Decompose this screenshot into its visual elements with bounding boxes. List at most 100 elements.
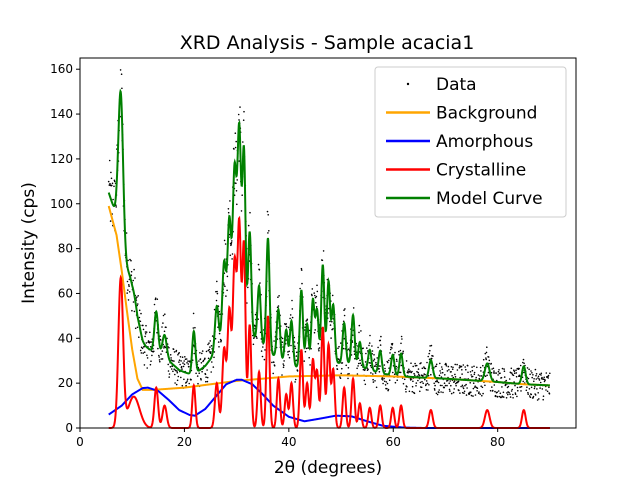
data-point (223, 239, 226, 242)
data-point (290, 344, 292, 347)
data-point (497, 390, 500, 392)
y-tick-label: 0 (65, 421, 73, 435)
data-point (109, 182, 111, 185)
data-point (149, 363, 152, 366)
data-point (209, 346, 211, 348)
data-point (518, 375, 521, 378)
data-point (499, 392, 502, 395)
data-point (395, 358, 398, 361)
data-point (371, 350, 374, 352)
x-axis-ticks: 0 20 40 60 80 (76, 428, 505, 449)
data-point (188, 365, 190, 368)
data-point (182, 362, 184, 364)
data-point (461, 369, 463, 371)
data-point (473, 373, 476, 376)
data-point (542, 398, 544, 401)
data-point (537, 375, 540, 378)
data-point (126, 292, 128, 294)
data-point (466, 387, 468, 389)
data-point (343, 314, 346, 317)
data-point (115, 206, 117, 208)
y-tick-label: 140 (50, 107, 73, 121)
legend-box (374, 66, 567, 218)
data-point (170, 357, 172, 359)
data-point (369, 334, 371, 337)
data-point (216, 292, 219, 295)
data-point (482, 392, 484, 395)
data-point (428, 352, 431, 355)
data-point (311, 288, 314, 290)
data-point (321, 259, 324, 262)
data-point (442, 391, 444, 394)
data-point (234, 132, 237, 134)
data-point (545, 389, 547, 391)
data-point (472, 395, 474, 397)
data-point (217, 341, 220, 343)
data-point (206, 380, 209, 383)
data-point (332, 328, 334, 330)
data-point (465, 394, 468, 396)
data-point (184, 356, 186, 358)
data-point (533, 378, 535, 380)
data-point (415, 364, 418, 367)
data-point (512, 397, 514, 399)
data-point (414, 365, 417, 367)
data-point (357, 365, 359, 367)
model-curve (107, 88, 550, 387)
data-point (173, 368, 175, 371)
data-point (362, 368, 365, 371)
data-point (404, 388, 407, 391)
data-point (400, 342, 402, 345)
data-point (299, 287, 301, 290)
data-point (400, 364, 403, 367)
data-point (448, 382, 451, 385)
data-point (295, 351, 298, 354)
data-point (242, 119, 245, 121)
data-point (314, 296, 317, 299)
data-point (111, 182, 114, 185)
data-point (174, 373, 176, 376)
data-point (337, 347, 339, 350)
data-point (278, 295, 280, 297)
x-tick-label: 20 (177, 435, 192, 449)
data-point (231, 253, 234, 255)
data-point (171, 360, 174, 362)
data-point (126, 280, 129, 283)
data-point (420, 374, 423, 377)
data-point (487, 356, 490, 358)
data-point (500, 376, 503, 379)
data-point (375, 386, 378, 389)
data-point (433, 382, 436, 385)
data-point (441, 371, 444, 374)
data-point (464, 366, 467, 368)
data-point (171, 365, 174, 368)
data-point (197, 382, 199, 385)
data-point (396, 360, 398, 362)
data-point (403, 378, 406, 381)
data-point (530, 386, 533, 389)
data-point (373, 354, 375, 356)
data-point (375, 363, 378, 366)
data-point (523, 362, 525, 365)
data-point (494, 390, 496, 393)
data-point (437, 381, 440, 384)
data-point (413, 392, 416, 395)
data-point (460, 365, 463, 368)
data-point (186, 380, 189, 382)
data-point (208, 342, 210, 344)
data-point (388, 379, 391, 382)
data-point (341, 367, 343, 370)
legend-label: Data (436, 75, 477, 95)
data-point (491, 368, 493, 370)
data-point (185, 381, 188, 384)
data-point (425, 389, 428, 391)
data-point (537, 377, 539, 379)
data-point (444, 384, 447, 387)
data-point (176, 371, 179, 374)
data-point (486, 374, 488, 377)
data-point (427, 389, 429, 391)
data-point (455, 384, 457, 387)
data-point (198, 372, 200, 375)
data-point (411, 385, 414, 388)
